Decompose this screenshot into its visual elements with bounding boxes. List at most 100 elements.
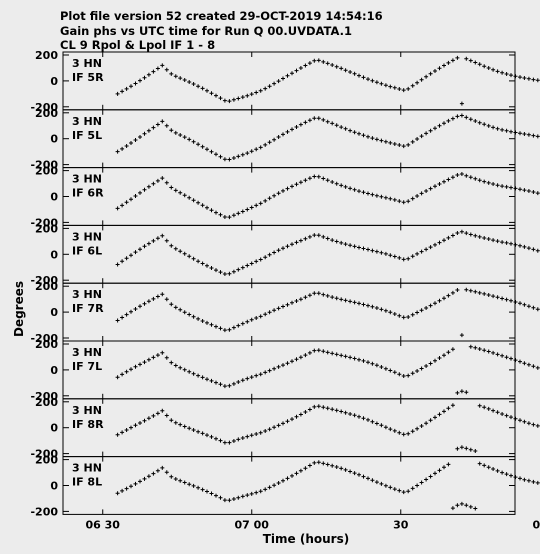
phase-point xyxy=(379,423,384,428)
phase-point xyxy=(531,305,536,310)
phase-point xyxy=(231,156,236,160)
phase-point xyxy=(495,410,500,415)
phase-point xyxy=(450,116,455,121)
phase-point xyxy=(370,248,375,253)
panel-antenna-label: 3 HN xyxy=(72,404,102,417)
phase-point xyxy=(513,358,518,363)
phase-point xyxy=(424,477,429,482)
phase-point xyxy=(442,465,446,470)
phase-point xyxy=(406,489,411,494)
phase-point xyxy=(446,462,451,467)
phase-point xyxy=(513,300,518,304)
phase-point xyxy=(352,244,357,249)
phase-point xyxy=(482,122,487,127)
phase-point xyxy=(348,299,353,304)
phase-point xyxy=(379,307,384,312)
y-tick-label: 200 xyxy=(35,49,58,62)
phase-series xyxy=(115,403,540,453)
phase-point xyxy=(191,314,196,319)
y-tick-label: 0 xyxy=(50,248,58,261)
phase-point xyxy=(370,419,375,424)
phase-point xyxy=(209,322,214,327)
phase-point xyxy=(298,238,303,243)
phase-point xyxy=(120,146,125,151)
phase-point xyxy=(178,365,183,370)
phase-point xyxy=(455,503,460,508)
phase-point xyxy=(267,485,272,490)
phase-point xyxy=(155,294,160,299)
phase-point xyxy=(518,131,522,136)
phase-point xyxy=(410,139,415,144)
phase-point xyxy=(477,347,482,351)
phase-point xyxy=(214,380,218,385)
phase-point xyxy=(526,304,531,309)
phase-point xyxy=(120,203,125,208)
phase-point xyxy=(316,233,321,238)
phase-point xyxy=(321,405,326,410)
phase-point xyxy=(307,293,312,298)
phase-point xyxy=(115,262,120,267)
phase-point xyxy=(348,355,353,360)
phase-point xyxy=(383,483,388,488)
phase-point xyxy=(464,446,469,451)
phase-point xyxy=(500,353,505,358)
phase-point xyxy=(442,238,446,243)
phase-point xyxy=(406,142,411,147)
phase-point xyxy=(142,418,147,423)
phase-point xyxy=(120,89,125,94)
phase-point xyxy=(298,180,303,185)
y-tick-label: 0 xyxy=(50,364,58,377)
phase-point xyxy=(236,154,241,159)
phase-point xyxy=(526,362,531,367)
phase-point xyxy=(325,119,330,124)
phase-point xyxy=(437,298,442,303)
phase-point xyxy=(196,485,201,490)
phase-point xyxy=(222,328,227,333)
phase-point xyxy=(164,123,169,128)
phase-point xyxy=(473,233,478,238)
phase-point xyxy=(321,59,326,64)
phase-point xyxy=(218,96,223,101)
phase-point xyxy=(231,497,236,501)
phase-point xyxy=(267,310,272,315)
phase-point xyxy=(321,349,326,354)
phase-point xyxy=(419,134,424,139)
phase-point xyxy=(178,249,183,254)
phase-point xyxy=(526,478,531,483)
phase-point xyxy=(178,307,183,312)
phase-point xyxy=(428,71,433,76)
phase-point xyxy=(428,245,433,250)
phase-point xyxy=(446,406,451,411)
phase-point xyxy=(115,375,120,380)
phase-point xyxy=(491,67,496,72)
phase-point xyxy=(531,422,536,427)
phase-point xyxy=(316,404,321,409)
phase-point xyxy=(468,504,473,509)
phase-point xyxy=(500,127,505,132)
phase-point xyxy=(129,367,133,372)
phase-point xyxy=(236,267,241,272)
phase-point xyxy=(325,178,330,183)
phase-point xyxy=(285,419,290,424)
phase-point xyxy=(169,185,174,190)
phase-point xyxy=(124,428,129,432)
phase-point xyxy=(249,205,254,210)
phase-point xyxy=(464,287,469,292)
phase-point xyxy=(352,130,357,135)
phase-point xyxy=(522,188,527,193)
phase-point xyxy=(370,78,375,83)
phase-point xyxy=(397,143,402,147)
phase-point xyxy=(263,142,268,147)
phase-point xyxy=(343,242,348,247)
phase-point xyxy=(325,236,330,241)
phase-point xyxy=(187,426,192,431)
phase-point xyxy=(169,474,174,479)
phase-point xyxy=(361,75,366,80)
panel-if-label: IF 7R xyxy=(72,302,104,315)
phase-point xyxy=(495,352,500,357)
phase-point xyxy=(231,213,236,218)
phase-point xyxy=(138,362,142,367)
